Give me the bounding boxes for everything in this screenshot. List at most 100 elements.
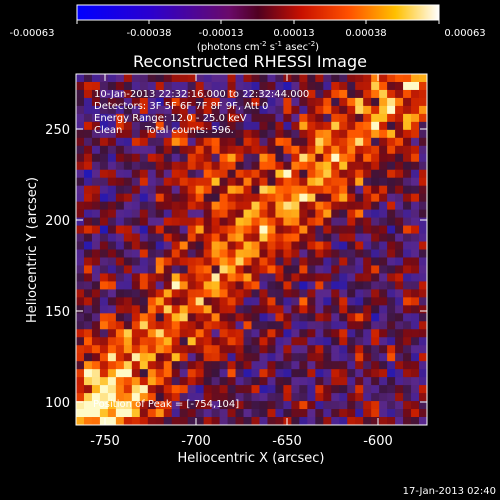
heatmap-cell (275, 409, 285, 418)
heatmap-cell (123, 225, 133, 235)
heatmap-cell (139, 177, 149, 187)
heatmap-cell (267, 289, 277, 298)
heatmap-cell (251, 217, 261, 227)
heatmap-cell (387, 241, 396, 251)
heatmap-cell (147, 74, 157, 83)
heatmap-cell (411, 281, 420, 290)
heatmap-cell (227, 289, 237, 298)
heatmap-cell (139, 161, 149, 171)
heatmap-cell (171, 121, 181, 131)
heatmap-cell (419, 361, 427, 370)
heatmap-cell (339, 74, 348, 83)
heatmap-cell (123, 129, 133, 139)
heatmap-cell (387, 233, 396, 243)
heatmap-cell (259, 153, 269, 163)
heatmap-cell (307, 249, 316, 259)
heatmap-cell (155, 225, 165, 235)
heatmap-cell (139, 297, 149, 306)
heatmap-cell (203, 161, 213, 171)
heatmap-cell (395, 281, 404, 290)
heatmap-cell (115, 81, 125, 91)
heatmap-cell (403, 353, 412, 362)
heatmap-cell (91, 121, 101, 131)
heatmap-cell (355, 369, 364, 378)
heatmap-cell (403, 377, 412, 386)
heatmap-cell (355, 329, 364, 338)
heatmap-cell (379, 305, 388, 314)
heatmap-cell (107, 113, 117, 123)
heatmap-cell (179, 329, 189, 338)
heatmap-cell (187, 273, 197, 283)
heatmap-cell (203, 177, 213, 187)
heatmap-cell (291, 161, 300, 171)
heatmap-cell (139, 305, 149, 314)
heatmap-cell (123, 289, 133, 298)
heatmap-cell (227, 329, 237, 338)
heatmap-cell (403, 345, 412, 354)
heatmap-cell (251, 353, 261, 362)
heatmap-cell (371, 417, 380, 425)
heatmap-cell (179, 177, 189, 187)
heatmap-cell (123, 241, 133, 251)
heatmap-cell (363, 89, 372, 99)
heatmap-cell (243, 353, 253, 362)
heatmap-cell (291, 393, 300, 402)
heatmap-cell (251, 329, 261, 338)
heatmap-cell (363, 177, 372, 187)
heatmap-cell (155, 241, 165, 251)
heatmap-cell (307, 177, 316, 187)
heatmap-cell (339, 129, 348, 139)
heatmap-cell (243, 321, 253, 330)
heatmap-cell (251, 105, 261, 115)
heatmap-cell (259, 177, 269, 187)
heatmap-cell (139, 105, 149, 115)
heatmap-cell (323, 129, 332, 139)
heatmap-cell (139, 97, 149, 107)
heatmap-cell (139, 281, 149, 290)
heatmap-cell (83, 129, 93, 139)
heatmap-cell (347, 393, 356, 402)
heatmap-cell (315, 185, 324, 195)
heatmap-cell (163, 233, 173, 243)
heatmap-cell (379, 265, 388, 275)
heatmap-cell (195, 353, 205, 362)
heatmap-cell (227, 377, 237, 386)
heatmap-cell (163, 313, 173, 322)
heatmap-cell (195, 329, 205, 338)
heatmap-cell (251, 121, 261, 131)
heatmap-cell (371, 161, 380, 171)
heatmap-cell (267, 129, 277, 139)
heatmap-cell (403, 193, 412, 203)
heatmap-cell (107, 297, 117, 306)
heatmap-cell (363, 113, 372, 123)
heatmap-cell (371, 153, 380, 163)
heatmap-cell (267, 153, 277, 163)
heatmap-cell (331, 169, 340, 179)
heatmap-cell (371, 201, 380, 211)
heatmap-cell (107, 321, 117, 330)
heatmap-cell (315, 97, 324, 107)
heatmap-cell (76, 321, 85, 330)
heatmap-cell (203, 105, 213, 115)
heatmap-cell (227, 353, 237, 362)
heatmap-cell (395, 385, 404, 394)
heatmap-cell (283, 297, 292, 306)
heatmap-cell (363, 233, 372, 243)
heatmap-cell (411, 121, 420, 131)
heatmap-cell (379, 233, 388, 243)
heatmap-cell (187, 97, 197, 107)
heatmap-cell (363, 417, 372, 425)
heatmap-cell (203, 113, 213, 123)
heatmap-cell (163, 345, 173, 354)
heatmap-cell (99, 185, 109, 195)
heatmap-cell (331, 233, 340, 243)
heatmap-cell (251, 113, 261, 123)
heatmap-cell (76, 241, 85, 251)
heatmap-cell (355, 345, 364, 354)
heatmap-cell (307, 81, 316, 91)
heatmap-cell (83, 385, 93, 394)
heatmap-cell (115, 361, 125, 370)
heatmap-cell (283, 417, 292, 425)
heatmap-cell (387, 129, 396, 139)
heatmap-cell (251, 137, 261, 147)
